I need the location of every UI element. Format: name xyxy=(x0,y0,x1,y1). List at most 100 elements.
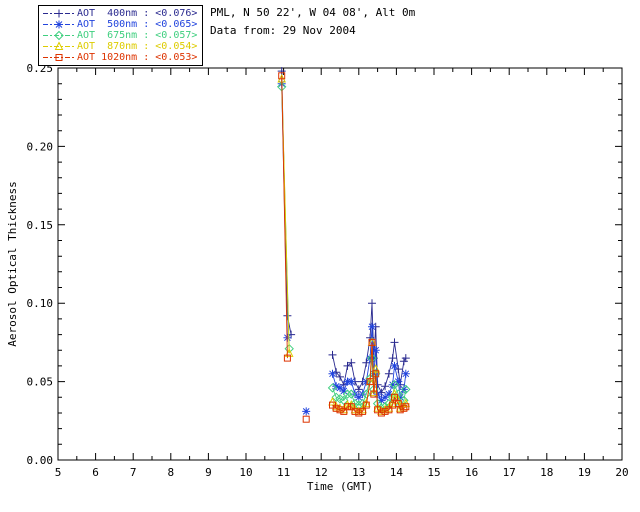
diamond-icon xyxy=(401,384,411,395)
diamond-icon xyxy=(361,389,372,399)
square-icon xyxy=(391,393,398,401)
legend-label: AOT 1020nm : <0.053> xyxy=(77,52,198,63)
svg-text:0.00: 0.00 xyxy=(27,454,54,467)
triangle-icon xyxy=(395,403,405,412)
plus-icon xyxy=(381,382,390,391)
series-aot-400nm xyxy=(277,67,410,397)
legend-label: AOT 400nm : <0.076> xyxy=(77,8,198,19)
diamond-icon xyxy=(327,383,338,393)
svg-text:18: 18 xyxy=(540,466,553,479)
plus-icon xyxy=(55,9,63,18)
square-icon xyxy=(340,407,348,415)
svg-text:16: 16 xyxy=(465,466,478,479)
asterisk-icon xyxy=(390,361,399,370)
legend-item: AOT 500nm : <0.065> xyxy=(41,19,197,30)
asterisk-icon xyxy=(388,380,397,389)
legend-item: AOT 1020nm : <0.053> xyxy=(41,52,197,63)
asterisk-icon xyxy=(332,382,341,391)
plus-icon xyxy=(328,350,337,359)
svg-text:5: 5 xyxy=(55,466,62,479)
square-icon xyxy=(372,370,380,378)
square-icon xyxy=(55,54,63,61)
plus-icon xyxy=(368,299,376,308)
asterisk-icon xyxy=(368,322,376,331)
asterisk-icon xyxy=(336,383,344,392)
asterisk-icon xyxy=(302,407,311,416)
triangle-icon xyxy=(346,399,356,409)
svg-text:15: 15 xyxy=(427,466,440,479)
asterisk-icon xyxy=(377,396,386,405)
square-icon xyxy=(351,407,359,415)
asterisk-icon xyxy=(354,393,363,402)
svg-text:0.20: 0.20 xyxy=(27,140,54,153)
svg-text:0.10: 0.10 xyxy=(27,297,54,310)
plus-icon xyxy=(277,67,286,76)
legend-marker-aot-1020nm xyxy=(43,54,75,61)
legend-item: AOT 400nm : <0.076> xyxy=(41,8,197,19)
svg-text:0.15: 0.15 xyxy=(27,219,54,232)
triangle-icon xyxy=(388,398,397,408)
diamond-icon xyxy=(354,400,364,410)
legend-marker-aot-500nm xyxy=(43,20,75,29)
diamond-icon xyxy=(342,389,353,399)
plus-icon xyxy=(354,385,363,394)
svg-text:17: 17 xyxy=(503,466,516,479)
legend-label: AOT 870nm : <0.054> xyxy=(77,41,198,52)
plus-icon xyxy=(336,372,344,381)
triangle-icon xyxy=(328,396,337,406)
asterisk-icon xyxy=(366,354,375,363)
triangle-icon xyxy=(373,403,382,412)
legend-item: AOT 675nm : <0.057> xyxy=(41,30,197,41)
legend-marker-aot-675nm xyxy=(43,30,75,41)
square-icon xyxy=(355,409,363,417)
triangle-icon xyxy=(371,363,381,373)
legend-marker-aot-870nm xyxy=(43,41,75,50)
plus-icon xyxy=(347,358,356,367)
asterisk-icon xyxy=(384,390,393,399)
asterisk-icon xyxy=(399,385,408,394)
svg-text:10: 10 xyxy=(239,466,252,479)
legend-label: AOT 500nm : <0.065> xyxy=(77,19,198,30)
square-icon xyxy=(368,338,376,346)
square-icon xyxy=(336,406,344,414)
station-info: PML, N 50 22', W 04 08', Alt 0m xyxy=(210,6,416,19)
svg-text:14: 14 xyxy=(390,466,404,479)
plus-icon xyxy=(401,354,410,363)
asterisk-icon xyxy=(362,377,371,386)
triangle-icon xyxy=(335,403,345,412)
asterisk-icon xyxy=(371,346,380,355)
square-icon xyxy=(332,404,340,412)
svg-text:11: 11 xyxy=(277,466,290,479)
asterisk-icon xyxy=(55,20,63,29)
asterisk-icon xyxy=(369,369,378,378)
asterisk-icon xyxy=(396,393,405,402)
diamond-icon xyxy=(346,389,357,399)
square-icon xyxy=(381,407,389,415)
triangle-icon xyxy=(361,398,371,408)
svg-text:13: 13 xyxy=(352,466,365,479)
triangle-icon xyxy=(401,398,411,408)
axis-labels: 5 6 7 8 9 10 11 12 13 14 15 16 17 18 19 20 0.00 0.05 0.10 0… xyxy=(6,62,629,493)
diamond-icon xyxy=(389,379,400,390)
diamond-icon xyxy=(367,353,377,363)
chart-legend: AOT 400nm : <0.076> AOT 500nm : <0.065> AO… xyxy=(38,5,204,66)
square-icon xyxy=(362,401,370,409)
triangle-icon xyxy=(377,406,386,415)
square-icon xyxy=(402,403,410,411)
svg-text:19: 19 xyxy=(578,466,591,479)
data-date: Data from: 29 Nov 2004 xyxy=(210,24,356,37)
svg-text:7: 7 xyxy=(130,466,137,479)
triangle-icon xyxy=(369,387,379,397)
asterisk-icon xyxy=(373,390,382,399)
series-aot-870nm xyxy=(277,73,411,415)
square-icon xyxy=(377,409,385,417)
square-icon xyxy=(283,354,291,362)
svg-text:9: 9 xyxy=(205,466,212,479)
square-icon xyxy=(400,404,408,412)
asterisk-icon xyxy=(401,369,410,378)
asterisk-icon xyxy=(381,393,390,402)
diamond-icon xyxy=(54,30,64,41)
asterisk-icon xyxy=(339,387,348,395)
asterisk-icon xyxy=(394,377,403,386)
